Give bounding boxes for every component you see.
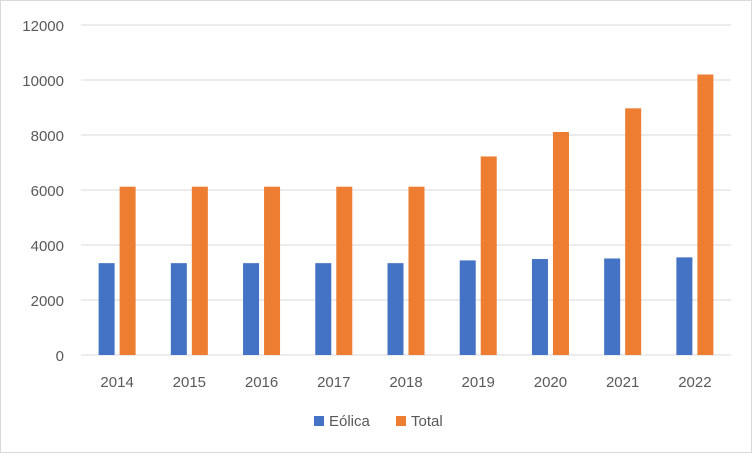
y-tick-label: 4000 bbox=[31, 238, 64, 255]
y-axis-tick-labels: 0 2000 4000 6000 8000 10000 12000 bbox=[22, 18, 64, 365]
x-tick-label: 2017 bbox=[317, 374, 350, 391]
x-tick-label: 2022 bbox=[678, 374, 711, 391]
bar-eolica-2017 bbox=[315, 263, 332, 355]
bar-total-2014 bbox=[119, 186, 136, 355]
legend-label: Eólica bbox=[329, 413, 371, 430]
bar-eolica-2018 bbox=[387, 263, 404, 355]
x-tick-label: 2021 bbox=[606, 374, 639, 391]
bar-eolica-2020 bbox=[531, 259, 548, 355]
bar-total-2020 bbox=[552, 131, 569, 355]
legend-label: Total bbox=[411, 413, 443, 430]
bar-total-2018 bbox=[408, 186, 425, 355]
x-tick-label: 2014 bbox=[100, 374, 133, 391]
y-tick-label: 8000 bbox=[31, 128, 64, 145]
x-tick-label: 2015 bbox=[173, 374, 206, 391]
x-tick-label: 2019 bbox=[462, 374, 495, 391]
bar-eolica-2021 bbox=[604, 258, 621, 355]
x-tick-label: 2020 bbox=[534, 374, 567, 391]
bar-eolica-2015 bbox=[170, 263, 187, 355]
x-tick-label: 2018 bbox=[389, 374, 422, 391]
bar-total-2015 bbox=[191, 186, 208, 355]
bar-eolica-2014 bbox=[98, 263, 115, 355]
bar-eolica-2022 bbox=[676, 257, 693, 355]
bar-total-2017 bbox=[336, 186, 353, 355]
x-axis-tick-labels: 2014 2015 2016 2017 2018 2019 2020 2021 2022 bbox=[100, 374, 711, 391]
bar-total-2022 bbox=[697, 74, 714, 355]
y-tick-label: 12000 bbox=[22, 18, 64, 35]
bar-total-2016 bbox=[264, 186, 281, 355]
y-tick-label: 10000 bbox=[22, 73, 64, 90]
bar-eolica-2019 bbox=[459, 260, 476, 355]
bar-total-2021 bbox=[625, 108, 642, 355]
x-tick-label: 2016 bbox=[245, 374, 278, 391]
y-tick-label: 2000 bbox=[31, 293, 64, 310]
bars bbox=[98, 74, 714, 355]
bar-total-2019 bbox=[480, 156, 497, 355]
legend-swatch bbox=[396, 416, 406, 426]
bar-eolica-2016 bbox=[243, 263, 260, 355]
gridlines bbox=[81, 24, 731, 356]
legend-swatch bbox=[314, 416, 324, 426]
y-tick-label: 6000 bbox=[31, 183, 64, 200]
y-tick-label: 0 bbox=[56, 348, 64, 365]
legend: Eólica Total bbox=[314, 413, 443, 430]
